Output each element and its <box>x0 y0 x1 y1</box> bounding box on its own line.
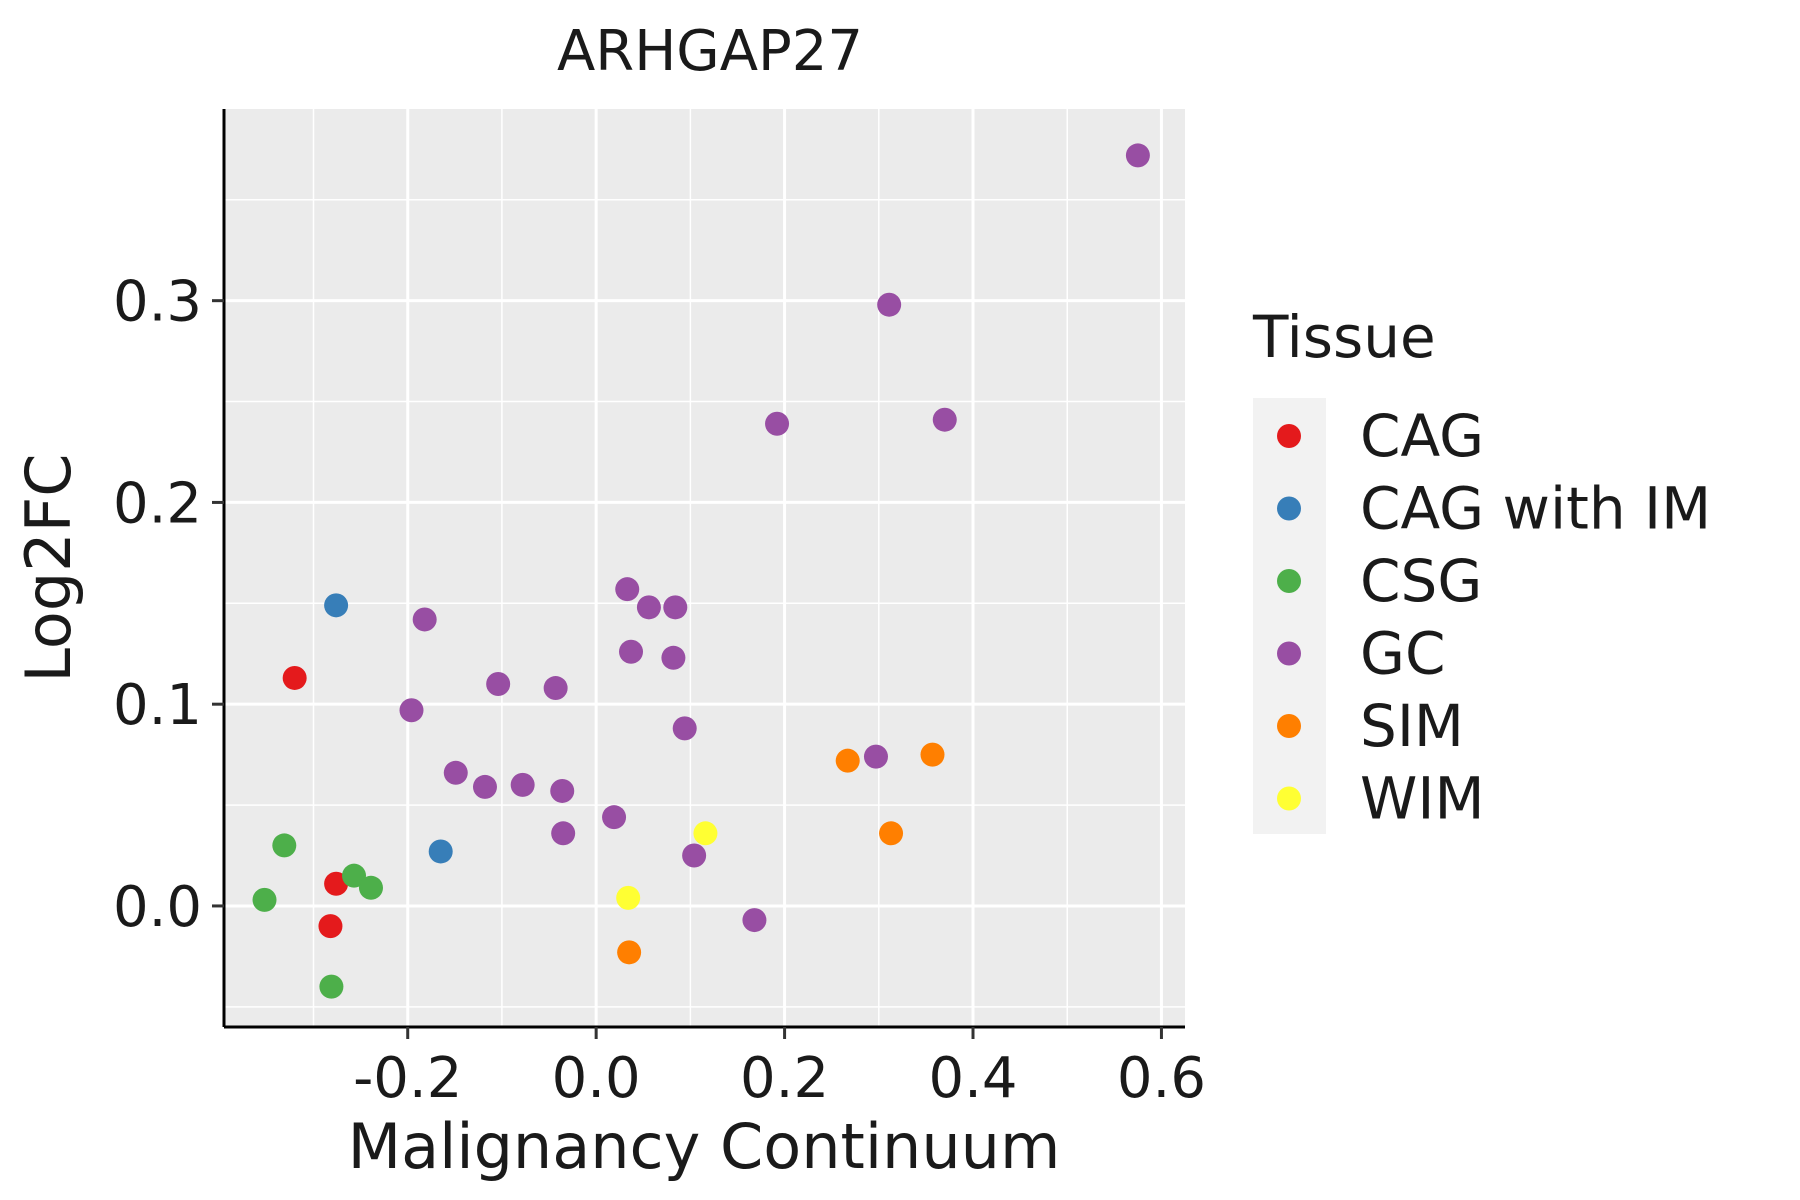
point-gc <box>1125 143 1150 168</box>
chart-title: ARHGAP27 <box>557 19 863 84</box>
point-wim <box>616 885 641 910</box>
y-axis-title: Log2FC <box>12 453 85 682</box>
point-cag <box>282 665 307 690</box>
point-csg <box>319 974 344 999</box>
point-gc <box>472 774 497 799</box>
point-gc <box>636 595 661 620</box>
legend-label-gc: GC <box>1360 620 1445 688</box>
legend-key-background <box>1253 398 1326 834</box>
point-gc <box>543 676 568 701</box>
legend-key-cag-with-im <box>1277 496 1301 521</box>
point-gc <box>486 672 511 697</box>
legend-key-csg <box>1277 569 1301 593</box>
point-gc <box>615 577 640 602</box>
point-gc <box>510 772 535 797</box>
point-gc <box>602 805 627 830</box>
x-tick-label: 0.6 <box>1117 1046 1206 1111</box>
point-gc <box>877 292 902 317</box>
point-cag <box>318 914 343 939</box>
point-gc <box>682 843 707 868</box>
point-cag-with-im <box>324 593 349 618</box>
point-gc <box>932 407 957 432</box>
point-gc <box>550 778 575 803</box>
point-wim <box>693 821 718 846</box>
grid-major <box>224 109 1185 1027</box>
x-axis-ticks: -0.2 0.0 0.2 0.4 0.6 <box>353 1027 1206 1111</box>
legend-label-cag: CAG <box>1360 402 1484 470</box>
point-cag <box>324 871 349 896</box>
point-gc <box>399 698 424 723</box>
point-sim <box>879 821 904 846</box>
point-csg <box>342 863 367 888</box>
grid-minor <box>224 109 1185 1027</box>
legend-title: Tissue <box>1252 303 1436 371</box>
point-csg <box>272 833 297 858</box>
point-csg <box>252 887 277 912</box>
legend-label-sim: SIM <box>1360 692 1464 760</box>
point-gc <box>443 760 468 785</box>
y-axis-ticks: 0.0 0.1 0.2 0.3 <box>113 270 224 940</box>
legend-key-cag <box>1277 424 1301 448</box>
legend-label-wim: WIM <box>1360 765 1485 833</box>
point-gc <box>672 716 697 741</box>
x-tick-label: 0.2 <box>740 1046 829 1111</box>
plot-panel <box>224 109 1185 1027</box>
x-tick-label: -0.2 <box>353 1046 462 1111</box>
point-gc <box>765 411 790 436</box>
legend-key-sim <box>1277 714 1301 738</box>
point-gc <box>412 607 437 632</box>
y-tick-label: 0.0 <box>113 875 202 940</box>
point-cag-with-im <box>428 839 453 864</box>
point-gc <box>661 645 686 670</box>
point-sim <box>617 940 642 965</box>
legend-key-wim <box>1277 786 1301 811</box>
x-tick-label: 0.0 <box>552 1046 641 1111</box>
point-sim <box>920 742 945 767</box>
point-csg <box>358 875 383 900</box>
point-gc <box>663 595 688 620</box>
point-gc <box>742 908 767 933</box>
point-gc <box>619 639 644 664</box>
legend-label-cag-with-im: CAG with IM <box>1360 475 1711 543</box>
point-gc <box>551 821 576 846</box>
x-tick-label: 0.4 <box>928 1046 1017 1111</box>
y-tick-label: 0.1 <box>113 673 202 738</box>
x-axis-title: Malignancy Continuum <box>348 1110 1061 1183</box>
data-points <box>252 143 1150 999</box>
y-tick-label: 0.2 <box>113 471 202 536</box>
legend-label-csg: CSG <box>1360 547 1482 615</box>
y-tick-label: 0.3 <box>113 270 202 335</box>
point-gc <box>863 744 888 769</box>
point-sim <box>835 748 860 773</box>
legend-key-gc <box>1277 641 1301 666</box>
